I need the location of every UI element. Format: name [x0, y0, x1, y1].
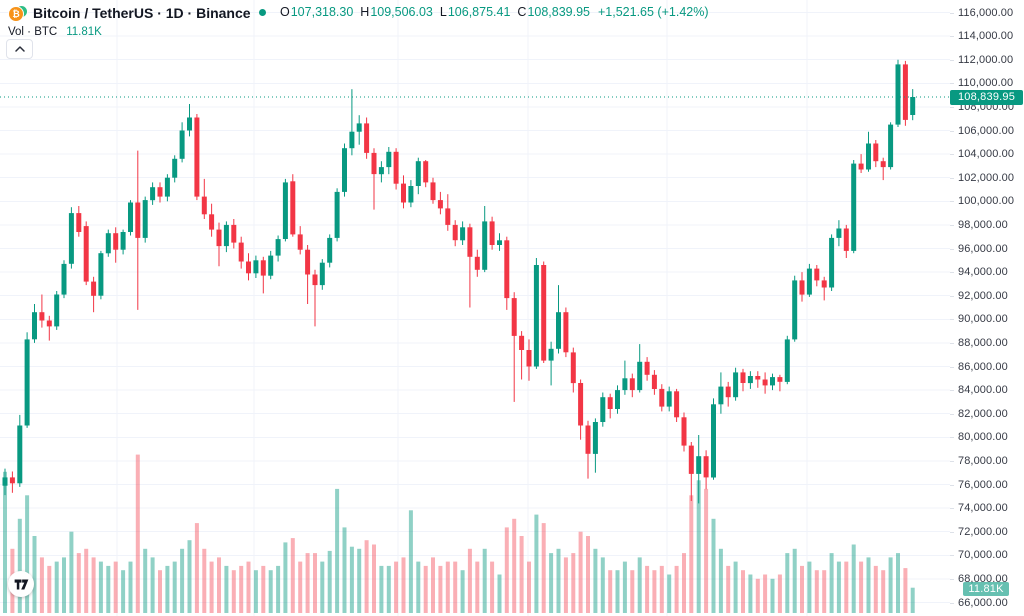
price-axis-label: 92,000.00 [958, 289, 1008, 302]
close-label: C [517, 5, 527, 19]
open-value: 107,318.30 [290, 5, 354, 19]
low-label: L [439, 5, 447, 19]
price-axis-label: 82,000.00 [958, 407, 1008, 420]
price-axis-label: 94,000.00 [958, 266, 1008, 279]
price-axis-label: 110,000.00 [958, 77, 1014, 90]
axis-tick [950, 12, 954, 14]
price-axis-label: 76,000.00 [958, 478, 1008, 491]
high-value: 109,506.03 [370, 5, 433, 19]
current-price-badge: 108,839.95 [950, 89, 1023, 105]
low-value: 106,875.41 [447, 5, 511, 19]
axis-tick [950, 366, 954, 368]
axis-tick [950, 36, 954, 38]
axis-tick [950, 130, 954, 132]
current-volume-badge: 11.81K [963, 581, 1009, 596]
axis-tick [950, 508, 954, 510]
axis-tick [950, 224, 954, 226]
volume-legend-row: Vol · BTC 11.81K [8, 26, 102, 38]
ohlc-row: O 107,318.30 H 109,506.03 L 106,875.41 C… [259, 5, 709, 19]
axis-tick [950, 531, 954, 533]
axis-tick [950, 248, 954, 250]
price-axis-label: 86,000.00 [958, 360, 1008, 373]
price-axis-label: 66,000.00 [958, 596, 1008, 609]
volume-value: 11.81K [66, 26, 102, 38]
price-axis-label: 96,000.00 [958, 242, 1008, 255]
high-label: H [360, 5, 370, 19]
tradingview-logo-icon [14, 579, 28, 589]
axis-tick [950, 83, 954, 85]
price-axis-label: 90,000.00 [958, 313, 1008, 326]
price-axis-label: 100,000.00 [958, 195, 1015, 208]
price-axis-label: 102,000.00 [958, 171, 1015, 184]
axis-tick [950, 59, 954, 61]
chart-legend: ₿ Bitcoin / TetherUS · 1D · Binance O 10… [8, 4, 709, 38]
volume-label: Vol · BTC [8, 26, 58, 38]
price-axis-label: 88,000.00 [958, 336, 1008, 349]
axis-tick [950, 484, 954, 486]
price-axis-label: 70,000.00 [958, 549, 1008, 562]
tradingview-logo[interactable] [8, 571, 34, 597]
price-axis-label: 72,000.00 [958, 525, 1008, 538]
close-value: 108,839.95 [527, 5, 590, 19]
collapse-legend-button[interactable] [6, 39, 33, 59]
bitcoin-tether-pair-icon: ₿ [8, 4, 28, 22]
axis-tick [950, 437, 954, 439]
bitcoin-coin-icon: ₿ [8, 5, 24, 22]
axis-tick [950, 413, 954, 415]
axis-tick [950, 106, 954, 108]
price-axis-label: 80,000.00 [958, 431, 1008, 444]
axis-tick [950, 177, 954, 179]
price-axis-label: 112,000.00 [958, 53, 1014, 66]
axis-tick [950, 602, 954, 604]
axis-tick [950, 295, 954, 297]
price-axis-label: 114,000.00 [958, 30, 1014, 43]
axis-tick [950, 460, 954, 462]
symbol-title[interactable]: Bitcoin / TetherUS · 1D · Binance [33, 5, 251, 21]
price-axis-label: 84,000.00 [958, 384, 1008, 397]
price-axis-label: 104,000.00 [958, 148, 1015, 161]
chevron-up-icon [14, 46, 25, 52]
axis-tick [950, 201, 954, 203]
price-axis-label: 116,000.00 [958, 6, 1014, 19]
price-axis[interactable]: 108,839.95 11.81K 116,000.00 114,000.00 11… [950, 0, 1024, 616]
axis-tick [950, 390, 954, 392]
open-label: O [280, 5, 290, 19]
axis-tick [950, 578, 954, 580]
axis-tick [950, 154, 954, 156]
price-axis-label: 78,000.00 [958, 454, 1008, 467]
axis-tick [950, 555, 954, 557]
symbol-title-row[interactable]: ₿ Bitcoin / TetherUS · 1D · Binance [8, 4, 251, 22]
axis-tick [950, 319, 954, 321]
price-change: +1,521.65 (+1.42%) [598, 5, 709, 19]
axis-tick [950, 342, 954, 344]
price-axis-label: 74,000.00 [958, 502, 1008, 515]
market-status-dot[interactable] [259, 8, 266, 16]
price-axis-label: 106,000.00 [958, 124, 1015, 137]
axis-tick [950, 272, 954, 274]
price-axis-label: 98,000.00 [958, 218, 1008, 231]
